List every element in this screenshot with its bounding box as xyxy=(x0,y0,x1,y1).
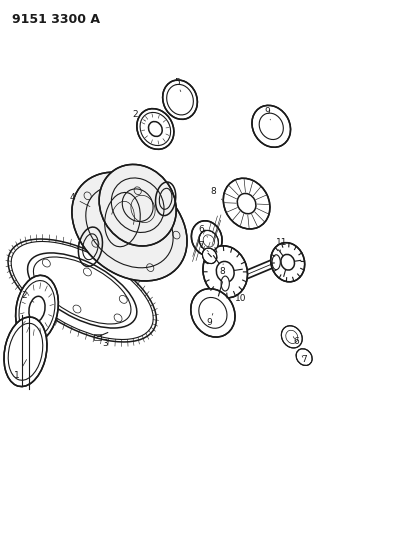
Text: 11: 11 xyxy=(276,238,287,252)
Ellipse shape xyxy=(137,109,174,149)
Ellipse shape xyxy=(252,106,291,147)
Text: 7: 7 xyxy=(301,356,307,364)
Text: 5: 5 xyxy=(174,78,181,92)
Ellipse shape xyxy=(203,246,247,298)
Ellipse shape xyxy=(202,248,217,264)
Ellipse shape xyxy=(163,80,197,119)
Text: 1: 1 xyxy=(14,360,27,380)
Ellipse shape xyxy=(99,164,176,246)
Text: 9: 9 xyxy=(207,313,213,327)
Text: 9: 9 xyxy=(264,108,270,120)
Ellipse shape xyxy=(72,172,187,281)
Text: 6: 6 xyxy=(293,336,299,345)
Text: 6: 6 xyxy=(199,225,208,237)
Text: 4: 4 xyxy=(69,193,90,207)
Ellipse shape xyxy=(192,221,222,256)
Ellipse shape xyxy=(221,276,229,291)
Ellipse shape xyxy=(223,178,270,229)
Text: 2: 2 xyxy=(22,292,34,302)
Ellipse shape xyxy=(11,241,153,340)
Ellipse shape xyxy=(4,317,47,386)
Ellipse shape xyxy=(271,243,305,282)
Ellipse shape xyxy=(272,255,280,270)
Text: 8: 8 xyxy=(219,264,225,276)
FancyBboxPatch shape xyxy=(94,334,101,340)
Ellipse shape xyxy=(296,349,312,366)
Text: 9151 3300 A: 9151 3300 A xyxy=(12,13,100,26)
Text: 8: 8 xyxy=(211,188,222,199)
Text: 10: 10 xyxy=(235,289,246,303)
Text: 3: 3 xyxy=(99,336,108,348)
Text: 7: 7 xyxy=(199,241,208,252)
Ellipse shape xyxy=(191,289,235,337)
Ellipse shape xyxy=(282,326,302,348)
Ellipse shape xyxy=(199,230,218,252)
Text: 2: 2 xyxy=(133,110,145,121)
Ellipse shape xyxy=(16,276,58,343)
